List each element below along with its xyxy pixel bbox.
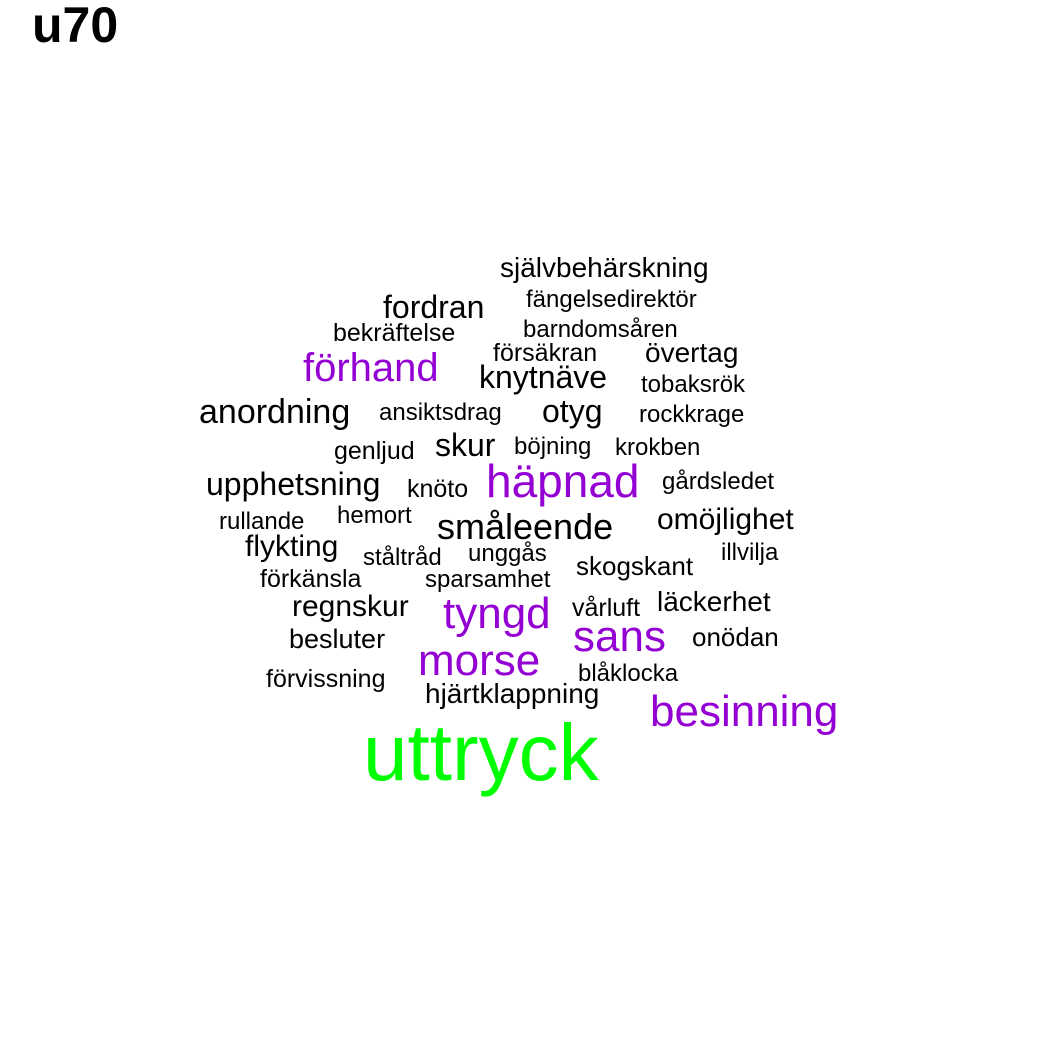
word-cloud-word: knöto	[407, 475, 469, 503]
word-cloud-word: besluter	[289, 624, 386, 654]
word-cloud-word: fordran	[383, 289, 485, 325]
word-cloud-word: omöjlighet	[657, 503, 794, 536]
word-cloud-word: sparsamhet	[425, 566, 551, 593]
word-cloud-word: förhand	[303, 346, 439, 390]
word-cloud-word: vårluft	[572, 594, 641, 622]
word-cloud-word: förvissning	[266, 665, 386, 693]
word-cloud-word: förkänsla	[260, 565, 362, 593]
word-cloud-word: hemort	[337, 502, 412, 529]
word-cloud-word: skur	[435, 427, 496, 463]
word-cloud-word: försäkran	[493, 339, 598, 367]
word-cloud-word: anordning	[199, 393, 351, 431]
word-cloud-word: illvilja	[721, 539, 779, 566]
word-cloud-word: otyg	[542, 393, 603, 429]
word-cloud-word: ståltråd	[363, 544, 442, 571]
word-cloud-word: upphetsning	[206, 466, 381, 502]
word-cloud-word: rockkrage	[639, 401, 745, 428]
word-cloud-word: unggås	[468, 540, 547, 567]
word-cloud-word: böjning	[514, 433, 592, 460]
word-cloud-word: bekräftelse	[333, 319, 456, 347]
word-cloud-word: onödan	[692, 622, 779, 652]
word-cloud-word: besinning	[650, 687, 839, 736]
word-cloud-word: uttryck	[363, 708, 599, 797]
word-cloud-word: skogskant	[576, 551, 694, 581]
word-cloud-word: genljud	[334, 437, 415, 465]
word-cloud-word: blåklocka	[578, 660, 679, 687]
word-cloud-word: fängelsedirektör	[526, 286, 697, 313]
word-cloud-word: morse	[418, 636, 541, 685]
word-cloud-word: tobaksrök	[641, 371, 746, 398]
word-cloud-word: regnskur	[292, 590, 409, 623]
word-cloud-word: övertag	[645, 337, 739, 368]
word-cloud-word: småleende	[437, 506, 614, 547]
word-cloud-word: hjärtklappning	[425, 678, 600, 709]
word-cloud-word: barndomsåren	[523, 316, 678, 343]
word-cloud-word: häpnad	[486, 455, 640, 507]
word-cloud-word: ansiktsdrag	[379, 399, 502, 426]
word-cloud-word: knytnäve	[479, 359, 608, 395]
word-cloud-word: läckerhet	[657, 586, 771, 617]
word-cloud-word: tyngd	[443, 589, 551, 638]
plot-title: u70	[32, 0, 119, 53]
word-cloud-word: gårdsledet	[662, 468, 775, 495]
word-cloud-word: självbehärskning	[500, 252, 709, 283]
word-cloud-word: sans	[573, 612, 666, 661]
word-cloud-word: rullande	[219, 508, 305, 535]
word-cloud-word: flykting	[245, 530, 339, 563]
word-cloud-word: krokben	[615, 434, 701, 461]
